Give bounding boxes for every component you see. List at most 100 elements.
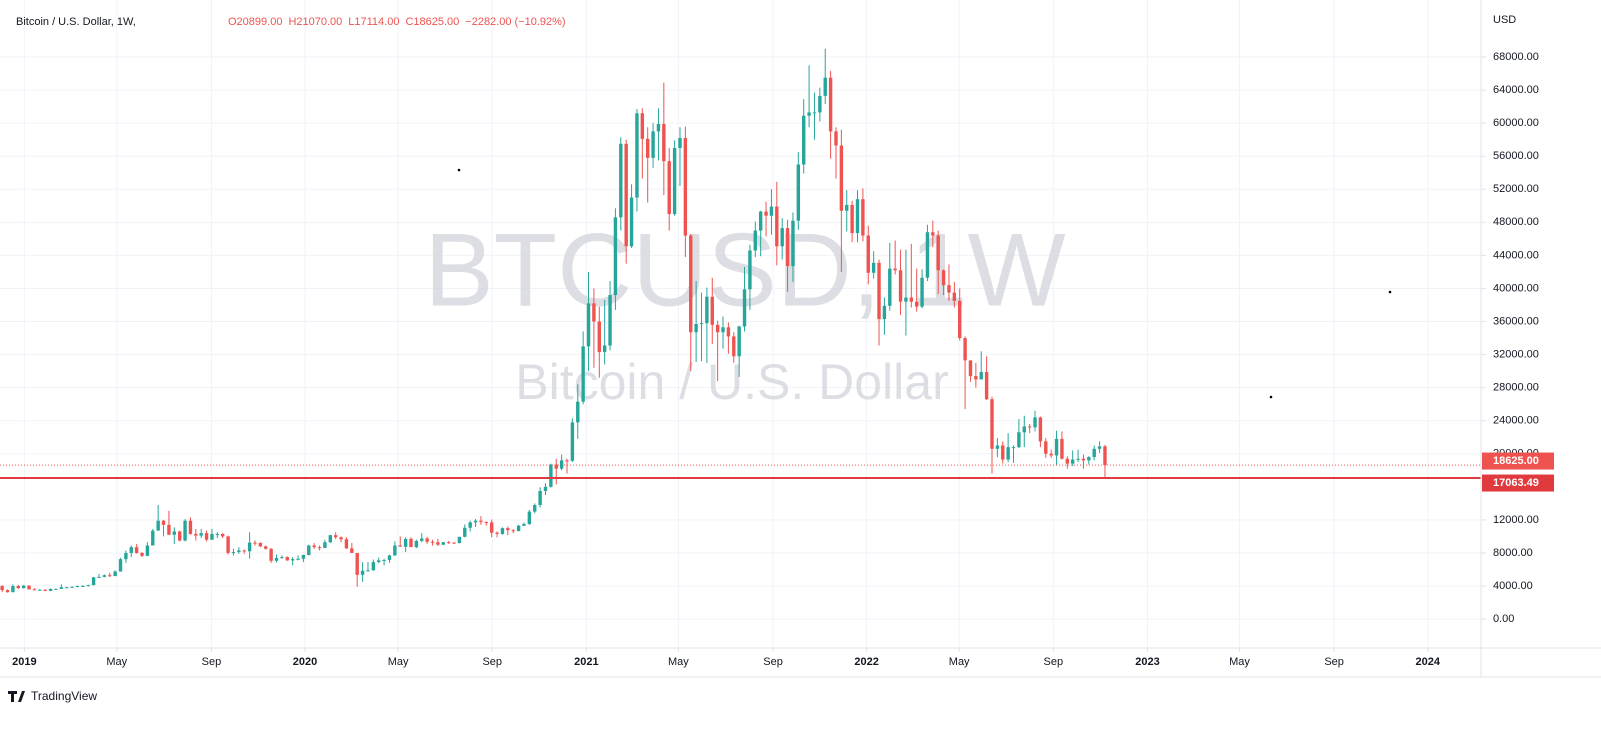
candle-body (672, 147, 677, 215)
candle-body (893, 268, 897, 271)
candle-body (963, 338, 967, 361)
candle-body (1038, 417, 1043, 442)
candle-body (1027, 426, 1032, 428)
candle-body (102, 575, 107, 577)
candle-body (65, 587, 69, 589)
candle-body (194, 533, 198, 536)
candle-body (941, 270, 946, 286)
candle-body (597, 321, 601, 353)
candle-body (59, 587, 64, 589)
candle-body (210, 533, 214, 540)
candle-body (834, 131, 838, 146)
ohlc-legend: O20899.00 H21070.00 L17114.00 C18625.00 −228… (228, 16, 566, 28)
ohlc-value: −2282.00 (−10.92%) (465, 16, 565, 28)
candle-body (952, 292, 957, 301)
x-tick-label: May (388, 656, 409, 668)
candle-body (818, 95, 822, 113)
candle-body (167, 524, 171, 535)
candle-body (947, 285, 951, 293)
candle-body (436, 542, 440, 545)
candle-body (86, 585, 90, 587)
candle-body (495, 532, 499, 534)
candle-body (420, 538, 424, 541)
candle-body (678, 138, 682, 148)
ohlc-value: L17114.00 (348, 16, 399, 28)
candle-body (974, 376, 978, 380)
x-tick-label: May (668, 656, 689, 668)
candle-body (312, 545, 316, 548)
candle-body (920, 277, 924, 307)
candle-body (344, 539, 349, 549)
candle-body (1070, 459, 1075, 464)
candle-body (662, 123, 666, 162)
candle-body (699, 323, 704, 325)
candle-body (651, 131, 655, 158)
candle-body (1033, 417, 1037, 428)
candle-body (452, 542, 456, 544)
candle-body (70, 586, 74, 588)
candle-body (1006, 447, 1010, 460)
candle-body (559, 460, 564, 469)
candle-body (489, 522, 494, 533)
y-tick-label: 68000.00 (1493, 51, 1539, 63)
candle-body (16, 586, 20, 589)
last-price-label: 18625.00 (1493, 455, 1539, 467)
candle-body (140, 552, 144, 556)
candle-body (323, 542, 327, 548)
candle-body (602, 345, 607, 353)
candle-body (732, 336, 736, 357)
candle-body (1076, 458, 1080, 460)
candle-body (21, 585, 26, 589)
x-tick-label: 2024 (1415, 656, 1440, 668)
candle-body (936, 235, 940, 271)
candle-body (172, 531, 176, 535)
candle-body (75, 586, 80, 588)
candle-body (979, 371, 983, 380)
candle-body (473, 520, 478, 523)
x-tick-label: Sep (202, 656, 222, 668)
candle-body (258, 543, 263, 547)
candle-body (898, 270, 903, 302)
candle-body (888, 268, 892, 306)
candle-body (1049, 453, 1053, 456)
brand: TradingView (31, 689, 97, 703)
candle-body (328, 535, 333, 543)
x-tick-label: 2023 (1135, 656, 1159, 668)
ohlc-value: O20899.00 (228, 16, 282, 28)
candle-body (914, 301, 919, 307)
candle-body (882, 305, 887, 320)
ohlc-value: H21070.00 (288, 16, 342, 28)
candle-body (226, 536, 230, 553)
candle-body (204, 533, 209, 540)
y-tick-label: 36000.00 (1493, 315, 1539, 327)
candle-body (1103, 446, 1107, 466)
candle-body (484, 521, 489, 523)
candle-body (377, 560, 381, 563)
y-tick-label: 28000.00 (1493, 382, 1539, 394)
x-tick-label: 2022 (854, 656, 878, 668)
candle-body (253, 542, 257, 544)
candle-body (850, 204, 854, 234)
currency-label: USD (1493, 14, 1516, 26)
candle-body (403, 538, 408, 547)
y-tick-label: 4000.00 (1493, 580, 1533, 592)
candle-body (554, 464, 558, 469)
candle-body (156, 520, 160, 531)
candle-body (667, 161, 671, 215)
candle-body (393, 545, 397, 556)
candle-body (81, 586, 85, 588)
candle-body (995, 445, 1000, 449)
candles (0, 48, 1107, 593)
candle-body (414, 540, 419, 548)
candle-body (5, 590, 10, 593)
candle-body (280, 557, 284, 559)
x-tick-label: 2019 (12, 656, 36, 668)
ohlc-value: C18625.00 (405, 16, 459, 28)
y-tick-label: 24000.00 (1493, 415, 1539, 427)
y-tick-label: 64000.00 (1493, 84, 1539, 96)
y-tick-label: 60000.00 (1493, 117, 1539, 129)
candle-body (780, 228, 784, 247)
candle-body (791, 220, 795, 267)
candle-body (1054, 438, 1059, 456)
